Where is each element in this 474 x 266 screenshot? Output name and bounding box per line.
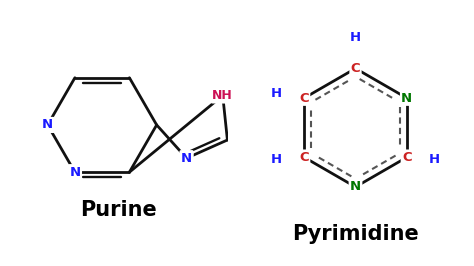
Text: H: H <box>271 86 282 99</box>
Text: N: N <box>401 92 412 105</box>
Text: C: C <box>351 62 360 75</box>
Text: H: H <box>429 153 440 166</box>
Text: Pyrimidine: Pyrimidine <box>292 224 419 244</box>
Text: H: H <box>350 31 361 44</box>
Text: N: N <box>42 118 53 131</box>
Text: C: C <box>300 92 309 105</box>
Text: N: N <box>69 166 81 179</box>
Text: C: C <box>402 151 411 164</box>
Text: Purine: Purine <box>80 200 157 220</box>
Text: NH: NH <box>212 89 233 102</box>
Text: H: H <box>271 153 282 166</box>
Text: N: N <box>181 152 192 165</box>
Text: N: N <box>350 180 361 193</box>
Text: C: C <box>300 151 309 164</box>
